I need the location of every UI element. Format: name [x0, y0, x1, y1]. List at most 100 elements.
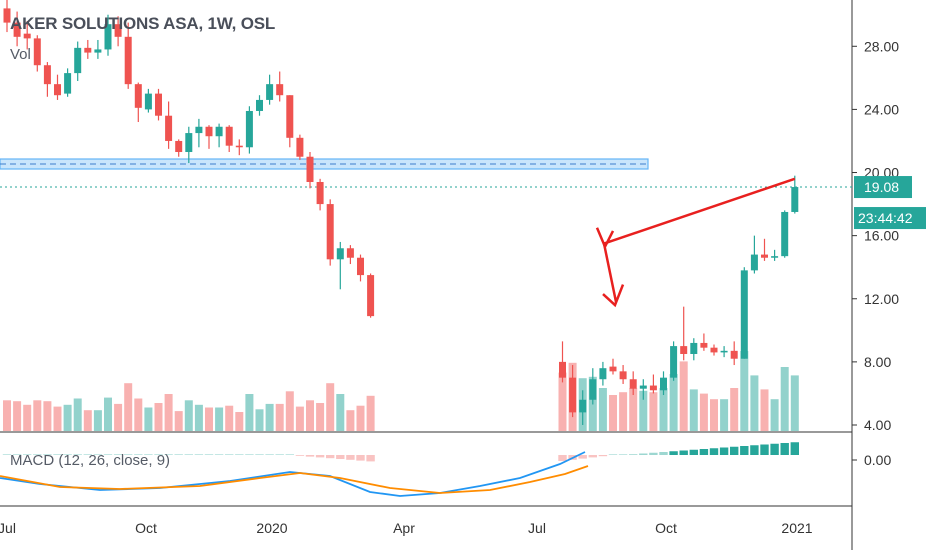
macd-histogram-bar: [719, 447, 729, 455]
volume-bar: [619, 392, 628, 431]
volume-bar: [275, 403, 284, 431]
macd-histogram-bar: [669, 451, 678, 455]
macd-histogram-bar: [588, 455, 597, 458]
candle-body: [629, 379, 637, 389]
candle-body: [720, 350, 728, 353]
countdown-tag-label: 23:44:42: [858, 210, 913, 226]
time-tick-label: 2021: [781, 520, 812, 536]
macd-histogram-bar: [790, 442, 799, 455]
candle-body: [43, 65, 51, 85]
macd-histogram-bar: [53, 454, 62, 455]
candle-body: [114, 24, 122, 37]
macd-histogram-bar: [113, 454, 123, 455]
candle-body: [155, 93, 162, 116]
macd-histogram-bar: [649, 452, 658, 455]
candle-body: [266, 84, 274, 100]
candle-body: [23, 33, 31, 39]
symbol-title[interactable]: AKER SOLUTIONS ASA, 1W, OSL: [10, 14, 276, 33]
macd-histogram-bar: [346, 455, 355, 460]
candle-body: [165, 115, 173, 141]
candle-body: [144, 93, 152, 110]
candle-body: [276, 84, 284, 96]
macd-histogram-bar: [305, 455, 315, 457]
candle-body: [296, 137, 304, 157]
volume-bar: [720, 399, 729, 431]
macd-histogram-bar: [265, 454, 274, 455]
candle-body: [771, 256, 779, 258]
macd-histogram-bar: [194, 454, 204, 455]
volume-bar: [699, 393, 708, 431]
candle-body: [710, 347, 718, 353]
macd-histogram-bar: [12, 454, 22, 455]
volume-bar: [154, 403, 163, 431]
candle-body: [175, 140, 183, 153]
time-tick-label: Jul: [528, 520, 546, 536]
macd-histogram-bar: [154, 454, 163, 455]
macd-histogram-bar: [184, 454, 193, 455]
volume-bar: [174, 411, 183, 431]
volume-bar: [53, 406, 62, 431]
macd-histogram-bar: [124, 454, 133, 455]
candle-body: [569, 377, 577, 413]
price-tick-label: 24.00: [864, 101, 899, 117]
candle-body: [94, 49, 102, 53]
volume-bar: [265, 403, 274, 431]
volume-bar: [780, 367, 789, 431]
macd-line: [0, 451, 586, 497]
volume-bar: [760, 389, 769, 431]
candle-body: [316, 181, 324, 205]
macd-histogram-bar: [598, 455, 608, 457]
volume-bar: [225, 405, 234, 431]
macd-histogram-bar: [750, 445, 759, 455]
volume-bar: [740, 351, 749, 431]
volume-bar: [245, 394, 254, 431]
macd-histogram-bar: [689, 449, 698, 455]
candle-body: [599, 368, 607, 380]
volume-bar: [295, 406, 304, 431]
volume-bar: [235, 412, 244, 431]
volume-bar: [63, 404, 72, 431]
last-price-tag: 19.08: [854, 176, 912, 199]
volume-bar: [3, 400, 11, 431]
volume-bar: [346, 410, 355, 431]
volume-bar: [144, 407, 153, 431]
volume-legend[interactable]: Vol: [10, 46, 31, 63]
candle-body: [286, 95, 294, 138]
macd-histogram-bar: [326, 455, 335, 459]
candle-body: [104, 24, 112, 50]
volume-bar: [134, 398, 143, 431]
price-tick-label: 12.00: [864, 291, 899, 307]
projection-arrow-1: [603, 177, 796, 245]
volume-bar: [104, 397, 112, 431]
candle-body: [235, 145, 243, 148]
candle-body: [54, 84, 61, 96]
candle-body: [336, 248, 344, 260]
signal-line: [0, 465, 589, 494]
volume-bar: [669, 374, 678, 431]
macd-histogram-bar: [23, 454, 32, 455]
price-tick-label: 8.00: [864, 354, 891, 370]
volume-bar: [306, 400, 314, 431]
macd-histogram-bar: [659, 452, 668, 455]
volume-bar: [710, 399, 718, 431]
time-tick-label: Oct: [655, 520, 677, 536]
volume-bar: [366, 395, 375, 431]
candle-body: [326, 204, 334, 260]
candle-body: [700, 342, 708, 348]
volume-bar: [639, 390, 648, 431]
macd-histogram-bar: [255, 454, 264, 455]
volume-bar: [750, 375, 759, 431]
candle-body: [64, 73, 72, 94]
macd-legend[interactable]: MACD (12, 26, close, 9): [10, 452, 171, 469]
macd-histogram-bar: [639, 453, 648, 455]
candle-body: [781, 211, 789, 257]
candle-body: [609, 366, 617, 372]
candle-body: [761, 254, 768, 258]
price-tick-label: 28.00: [864, 38, 899, 54]
volume-bar: [285, 391, 294, 431]
macd-tick-label: 0.00: [864, 452, 891, 468]
candle-body: [649, 385, 657, 391]
macd-histogram-bar: [679, 450, 688, 455]
volume-bar: [194, 404, 203, 431]
volume-bar: [93, 410, 102, 431]
